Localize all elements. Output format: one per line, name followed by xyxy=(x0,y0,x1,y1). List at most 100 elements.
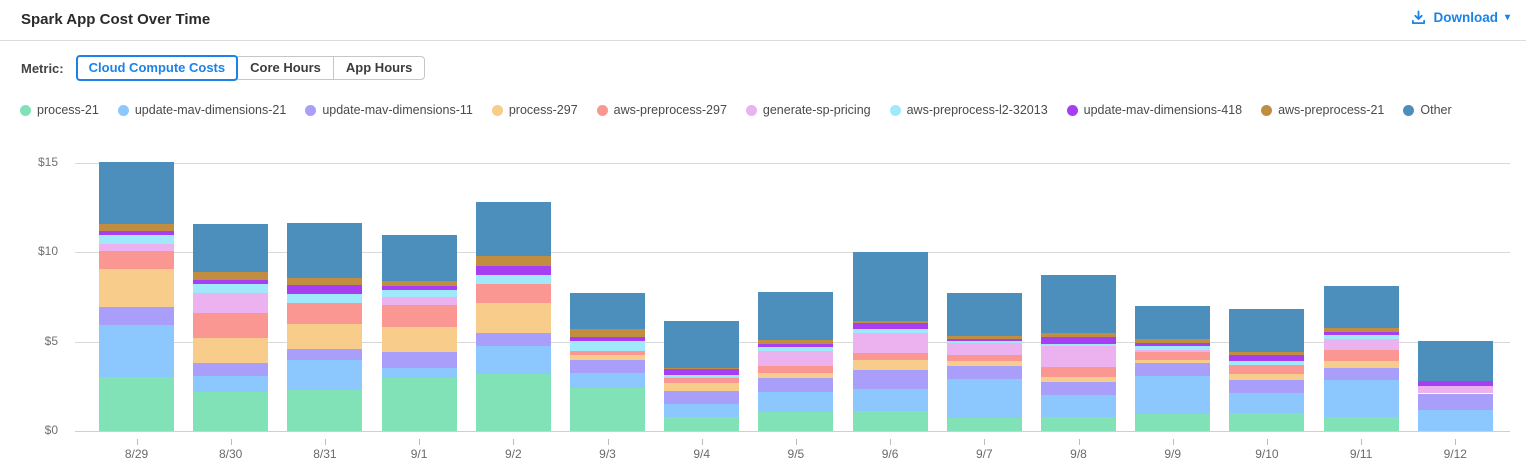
bar-segment-other[interactable] xyxy=(99,162,174,224)
bar-segment-process-21[interactable] xyxy=(852,411,928,431)
bar-segment-update-mav-dimensions-11[interactable] xyxy=(1041,381,1116,396)
bar-9-5[interactable] xyxy=(758,291,834,431)
bar-segment-aws-preprocess-297[interactable] xyxy=(193,313,269,339)
bar-segment-aws-preprocess-l2-32013[interactable] xyxy=(664,374,740,377)
bar-segment-update-mav-dimensions-418[interactable] xyxy=(1417,380,1493,387)
bar-segment-process-21[interactable] xyxy=(287,389,363,431)
bar-segment-other[interactable] xyxy=(381,235,457,281)
bar-segment-update-mav-dimensions-21[interactable] xyxy=(1417,410,1493,431)
bar-segment-aws-preprocess-21[interactable] xyxy=(852,321,928,324)
legend-item-update-mav-dimensions-21[interactable]: update-mav-dimensions-21 xyxy=(117,103,286,117)
bar-segment-aws-preprocess-297[interactable] xyxy=(99,250,174,270)
bar-segment-process-21[interactable] xyxy=(99,376,174,431)
bar-segment-other[interactable] xyxy=(758,291,834,341)
bar-segment-update-mav-dimensions-418[interactable] xyxy=(1041,337,1116,344)
bar-segment-other[interactable] xyxy=(570,293,645,330)
bar-segment-process-297[interactable] xyxy=(1323,361,1399,369)
legend-item-aws-preprocess-l2-32013[interactable]: aws-preprocess-l2-32013 xyxy=(889,103,1048,117)
bar-segment-process-297[interactable] xyxy=(287,323,363,349)
bar-segment-aws-preprocess-l2-32013[interactable] xyxy=(758,347,834,351)
bar-8-29[interactable] xyxy=(99,162,174,431)
legend-item-update-mav-dimensions-418[interactable]: update-mav-dimensions-418 xyxy=(1066,103,1242,117)
bar-8-31[interactable] xyxy=(287,222,363,431)
bar-segment-update-mav-dimensions-21[interactable] xyxy=(570,372,645,389)
bar-segment-process-297[interactable] xyxy=(381,327,457,352)
bar-segment-update-mav-dimensions-11[interactable] xyxy=(570,360,645,373)
bar-9-2[interactable] xyxy=(475,202,551,431)
bar-segment-process-21[interactable] xyxy=(193,391,269,431)
bar-segment-process-21[interactable] xyxy=(475,373,551,431)
bar-segment-update-mav-dimensions-418[interactable] xyxy=(1229,355,1305,362)
bar-segment-aws-preprocess-l2-32013[interactable] xyxy=(1323,334,1399,339)
bar-segment-aws-preprocess-21[interactable] xyxy=(758,340,834,344)
bar-segment-process-21[interactable] xyxy=(1323,416,1399,431)
bar-segment-update-mav-dimensions-21[interactable] xyxy=(193,375,269,392)
bar-segment-update-mav-dimensions-11[interactable] xyxy=(381,351,457,368)
bar-segment-aws-preprocess-297[interactable] xyxy=(1135,352,1211,360)
legend-item-process-297[interactable]: process-297 xyxy=(491,103,578,117)
bar-segment-generate-sp-pricing[interactable] xyxy=(1417,386,1493,394)
bar-segment-update-mav-dimensions-11[interactable] xyxy=(287,348,363,361)
bar-segment-generate-sp-pricing[interactable] xyxy=(1323,338,1399,350)
bar-9-4[interactable] xyxy=(664,321,740,431)
bar-segment-other[interactable] xyxy=(946,292,1022,336)
bar-segment-update-mav-dimensions-11[interactable] xyxy=(1417,393,1493,411)
bar-9-9[interactable] xyxy=(1135,305,1211,431)
bar-segment-update-mav-dimensions-11[interactable] xyxy=(1229,380,1305,393)
bar-segment-update-mav-dimensions-11[interactable] xyxy=(758,378,834,392)
bar-9-8[interactable] xyxy=(1041,274,1116,431)
bar-segment-update-mav-dimensions-418[interactable] xyxy=(1323,331,1399,335)
bar-9-10[interactable] xyxy=(1229,308,1305,431)
bar-segment-update-mav-dimensions-418[interactable] xyxy=(381,286,457,290)
bar-segment-update-mav-dimensions-11[interactable] xyxy=(99,306,174,325)
bar-segment-update-mav-dimensions-21[interactable] xyxy=(1323,380,1399,417)
bar-8-30[interactable] xyxy=(193,223,269,431)
bar-segment-aws-preprocess-297[interactable] xyxy=(475,283,551,304)
bar-segment-update-mav-dimensions-11[interactable] xyxy=(1323,368,1399,381)
bar-segment-aws-preprocess-l2-32013[interactable] xyxy=(1229,361,1305,365)
bar-segment-process-21[interactable] xyxy=(381,378,457,431)
bar-segment-update-mav-dimensions-418[interactable] xyxy=(287,284,363,295)
bar-segment-update-mav-dimensions-21[interactable] xyxy=(99,324,174,377)
bar-9-6[interactable] xyxy=(852,252,928,431)
bar-segment-aws-preprocess-21[interactable] xyxy=(570,329,645,338)
bar-segment-process-21[interactable] xyxy=(946,417,1022,431)
bar-segment-aws-preprocess-21[interactable] xyxy=(99,223,174,232)
bar-9-11[interactable] xyxy=(1323,286,1399,431)
bar-9-7[interactable] xyxy=(946,292,1022,431)
bar-segment-aws-preprocess-297[interactable] xyxy=(852,353,928,361)
bar-9-12[interactable] xyxy=(1417,340,1493,431)
legend-item-other[interactable]: Other xyxy=(1403,103,1452,117)
legend-item-aws-preprocess-21[interactable]: aws-preprocess-21 xyxy=(1261,103,1384,117)
bar-segment-update-mav-dimensions-21[interactable] xyxy=(852,389,928,412)
bar-segment-update-mav-dimensions-11[interactable] xyxy=(852,370,928,390)
bar-segment-update-mav-dimensions-418[interactable] xyxy=(570,337,645,341)
bar-segment-update-mav-dimensions-418[interactable] xyxy=(1135,343,1211,346)
bar-segment-update-mav-dimensions-11[interactable] xyxy=(664,390,740,405)
bar-segment-update-mav-dimensions-21[interactable] xyxy=(1041,395,1116,417)
bar-segment-other[interactable] xyxy=(1229,308,1305,352)
bar-segment-generate-sp-pricing[interactable] xyxy=(946,343,1022,356)
bar-segment-update-mav-dimensions-21[interactable] xyxy=(758,391,834,413)
bar-9-3[interactable] xyxy=(570,293,645,431)
bar-segment-process-297[interactable] xyxy=(664,382,740,391)
bar-segment-aws-preprocess-297[interactable] xyxy=(381,305,457,328)
bar-segment-other[interactable] xyxy=(1417,340,1493,381)
bar-segment-other[interactable] xyxy=(193,223,269,272)
bar-segment-other[interactable] xyxy=(664,321,740,368)
bar-segment-process-297[interactable] xyxy=(758,372,834,379)
legend-item-process-21[interactable]: process-21 xyxy=(20,103,99,117)
bar-segment-update-mav-dimensions-418[interactable] xyxy=(475,265,551,275)
bar-segment-update-mav-dimensions-21[interactable] xyxy=(1229,392,1305,414)
bar-segment-update-mav-dimensions-21[interactable] xyxy=(946,379,1022,418)
bar-segment-process-21[interactable] xyxy=(1041,416,1116,431)
bar-segment-update-mav-dimensions-11[interactable] xyxy=(475,332,551,347)
bar-segment-other[interactable] xyxy=(1135,305,1211,339)
bar-segment-update-mav-dimensions-418[interactable] xyxy=(193,279,269,284)
bar-segment-aws-preprocess-21[interactable] xyxy=(1323,327,1399,332)
bar-segment-other[interactable] xyxy=(852,252,928,322)
bar-segment-aws-preprocess-297[interactable] xyxy=(758,365,834,373)
bar-segment-generate-sp-pricing[interactable] xyxy=(664,376,740,378)
metric-option-app-hours[interactable]: App Hours xyxy=(332,56,426,80)
download-button[interactable]: Download ▾ xyxy=(1411,10,1510,25)
